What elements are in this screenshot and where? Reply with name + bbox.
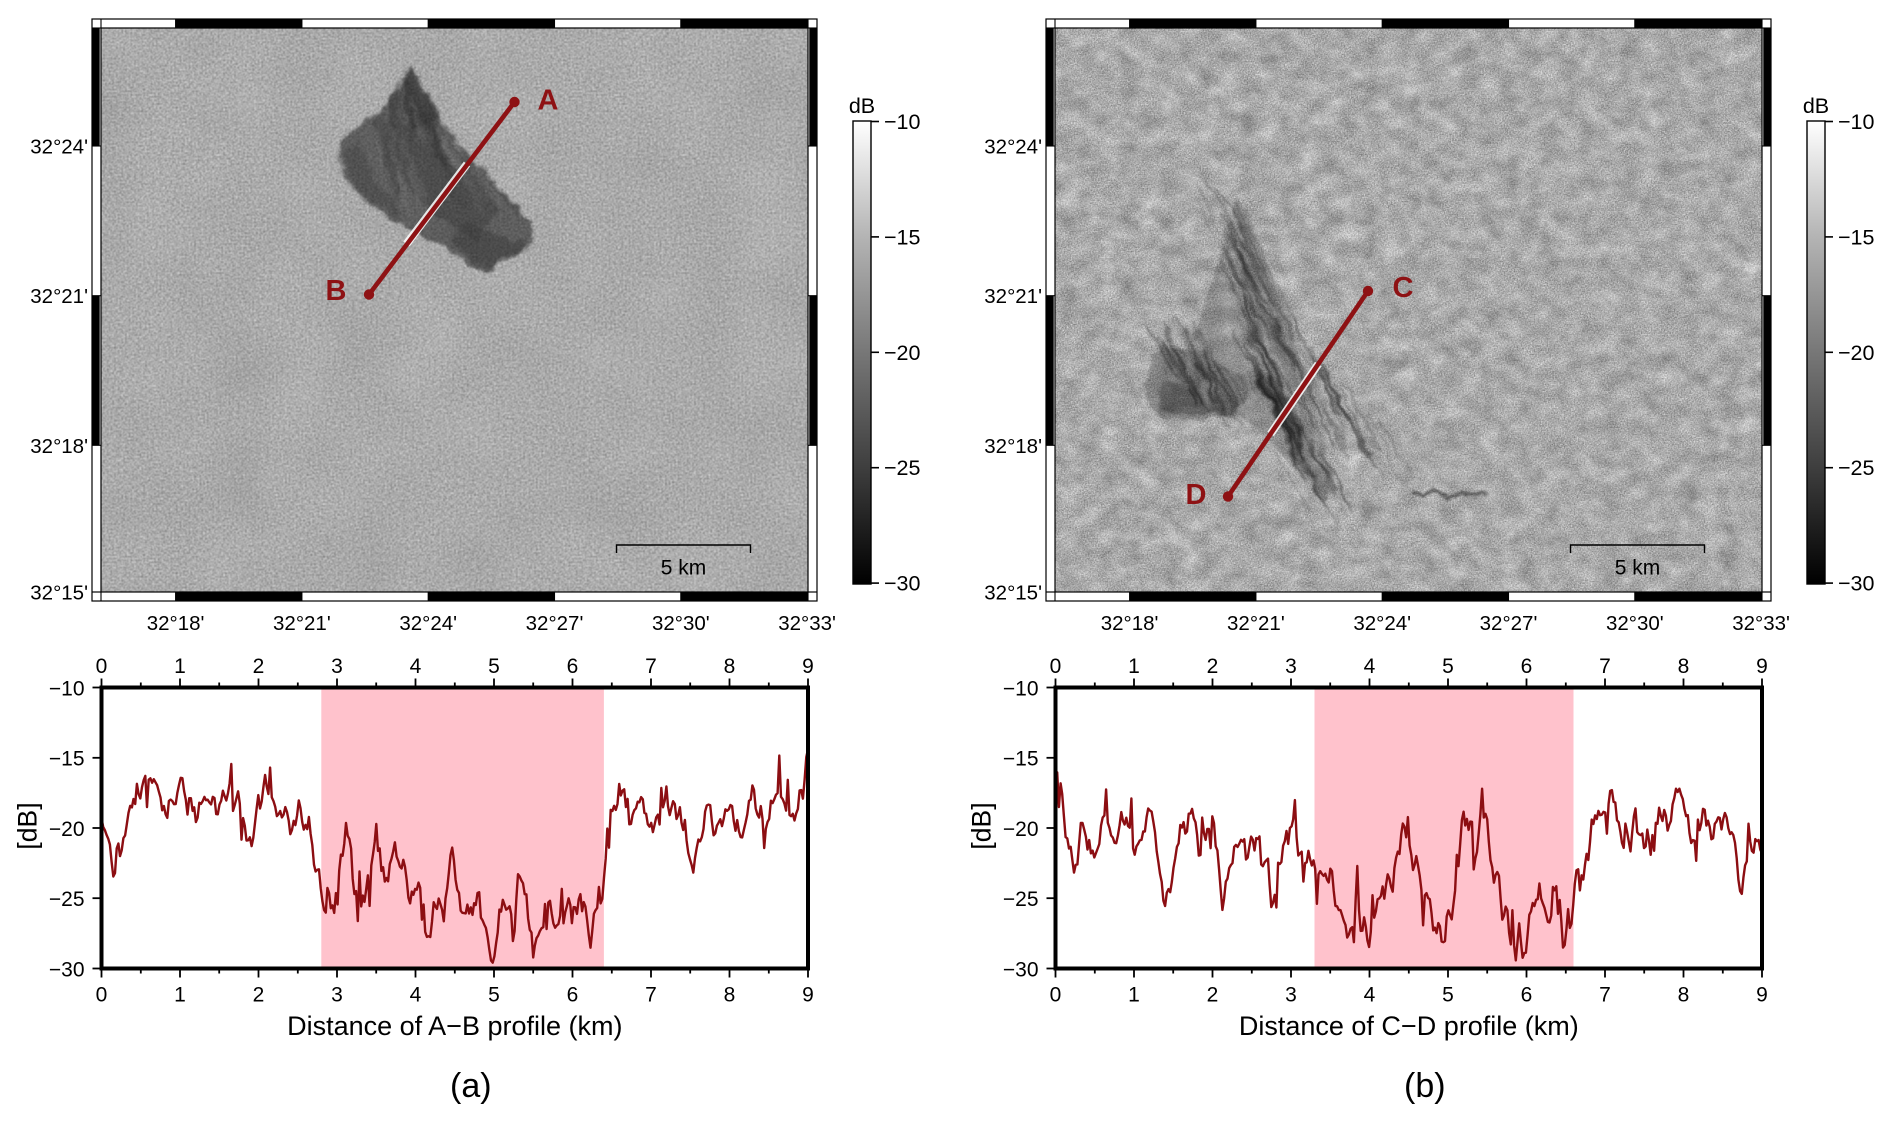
svg-text:−15: −15 — [49, 748, 85, 771]
svg-text:32°33': 32°33' — [778, 612, 836, 635]
svg-text:6: 6 — [567, 655, 579, 678]
svg-text:5: 5 — [1442, 984, 1454, 1007]
svg-text:−20: −20 — [49, 818, 85, 841]
svg-text:4: 4 — [410, 984, 422, 1007]
svg-text:3: 3 — [1285, 984, 1297, 1007]
svg-text:[dB]: [dB] — [13, 802, 43, 849]
svg-text:C: C — [1393, 272, 1414, 304]
svg-text:2: 2 — [1207, 984, 1219, 1007]
svg-text:32°27': 32°27' — [1480, 612, 1538, 635]
svg-text:−10: −10 — [1003, 677, 1039, 700]
svg-text:0: 0 — [96, 984, 108, 1007]
svg-text:9: 9 — [802, 655, 814, 678]
svg-text:3: 3 — [331, 984, 343, 1007]
svg-text:32°30': 32°30' — [652, 612, 710, 635]
svg-text:2: 2 — [253, 655, 265, 678]
svg-text:[dB]: [dB] — [967, 802, 997, 849]
svg-text:32°15': 32°15' — [984, 582, 1042, 605]
svg-text:32°18': 32°18' — [30, 435, 88, 458]
svg-text:32°30': 32°30' — [1606, 612, 1664, 635]
svg-text:0: 0 — [1050, 655, 1062, 678]
svg-text:9: 9 — [1756, 655, 1768, 678]
svg-text:6: 6 — [1521, 655, 1533, 678]
svg-text:2: 2 — [253, 984, 265, 1007]
svg-text:dB: dB — [849, 94, 875, 118]
svg-text:dB: dB — [1803, 94, 1829, 118]
svg-text:0: 0 — [96, 655, 108, 678]
svg-text:8: 8 — [724, 655, 736, 678]
svg-text:32°21': 32°21' — [273, 612, 331, 635]
svg-text:−30: −30 — [1003, 958, 1039, 981]
svg-text:6: 6 — [567, 984, 579, 1007]
svg-text:6: 6 — [1521, 984, 1533, 1007]
svg-text:−20: −20 — [1838, 341, 1875, 365]
svg-text:−20: −20 — [884, 341, 921, 365]
svg-text:8: 8 — [1678, 984, 1690, 1007]
svg-text:5: 5 — [488, 984, 500, 1007]
svg-text:32°21': 32°21' — [984, 285, 1042, 308]
svg-text:1: 1 — [1128, 984, 1140, 1007]
svg-text:32°24': 32°24' — [1353, 612, 1411, 635]
svg-text:8: 8 — [1678, 655, 1690, 678]
svg-text:8: 8 — [724, 984, 736, 1007]
svg-text:−25: −25 — [884, 456, 921, 480]
svg-text:5 km: 5 km — [661, 557, 707, 580]
svg-text:−25: −25 — [1838, 456, 1875, 480]
svg-text:−10: −10 — [1838, 110, 1875, 134]
svg-text:7: 7 — [1599, 984, 1611, 1007]
svg-text:−10: −10 — [884, 110, 921, 134]
svg-text:−15: −15 — [1003, 748, 1039, 771]
svg-text:5: 5 — [488, 655, 500, 678]
svg-text:32°24': 32°24' — [984, 136, 1042, 159]
svg-text:B: B — [326, 275, 347, 307]
svg-text:3: 3 — [331, 655, 343, 678]
svg-text:32°27': 32°27' — [526, 612, 584, 635]
svg-text:1: 1 — [174, 655, 186, 678]
svg-text:Distance of A−B profile (km): Distance of A−B profile (km) — [287, 1011, 622, 1041]
svg-text:32°21': 32°21' — [1227, 612, 1285, 635]
svg-text:−30: −30 — [1838, 572, 1875, 596]
svg-text:D: D — [1186, 479, 1207, 511]
svg-text:32°18': 32°18' — [147, 612, 205, 635]
svg-text:−30: −30 — [884, 572, 921, 596]
svg-text:32°21': 32°21' — [30, 285, 88, 308]
svg-text:32°33': 32°33' — [1732, 612, 1790, 635]
svg-text:7: 7 — [1599, 655, 1611, 678]
svg-text:(b): (b) — [1404, 1067, 1446, 1105]
svg-text:2: 2 — [1207, 655, 1219, 678]
svg-text:9: 9 — [1756, 984, 1768, 1007]
svg-text:32°18': 32°18' — [984, 435, 1042, 458]
svg-text:−20: −20 — [1003, 818, 1039, 841]
svg-text:7: 7 — [645, 984, 657, 1007]
svg-text:32°18': 32°18' — [1101, 612, 1159, 635]
svg-text:4: 4 — [410, 655, 422, 678]
svg-text:−10: −10 — [49, 677, 85, 700]
svg-text:0: 0 — [1050, 984, 1062, 1007]
svg-text:4: 4 — [1364, 655, 1376, 678]
svg-text:7: 7 — [645, 655, 657, 678]
svg-text:(a): (a) — [450, 1067, 492, 1105]
svg-text:4: 4 — [1364, 984, 1376, 1007]
svg-text:32°24': 32°24' — [399, 612, 457, 635]
svg-text:1: 1 — [174, 984, 186, 1007]
svg-text:A: A — [538, 85, 559, 117]
svg-text:9: 9 — [802, 984, 814, 1007]
svg-text:1: 1 — [1128, 655, 1140, 678]
svg-text:3: 3 — [1285, 655, 1297, 678]
svg-text:−15: −15 — [1838, 225, 1875, 249]
svg-text:−25: −25 — [49, 888, 85, 911]
svg-text:32°24': 32°24' — [30, 136, 88, 159]
svg-text:−15: −15 — [884, 225, 921, 249]
svg-text:−30: −30 — [49, 958, 85, 981]
svg-text:5: 5 — [1442, 655, 1454, 678]
svg-text:5 km: 5 km — [1615, 557, 1661, 580]
svg-text:Distance of C−D profile (km): Distance of C−D profile (km) — [1239, 1011, 1579, 1041]
svg-text:32°15': 32°15' — [30, 582, 88, 605]
svg-text:−25: −25 — [1003, 888, 1039, 911]
